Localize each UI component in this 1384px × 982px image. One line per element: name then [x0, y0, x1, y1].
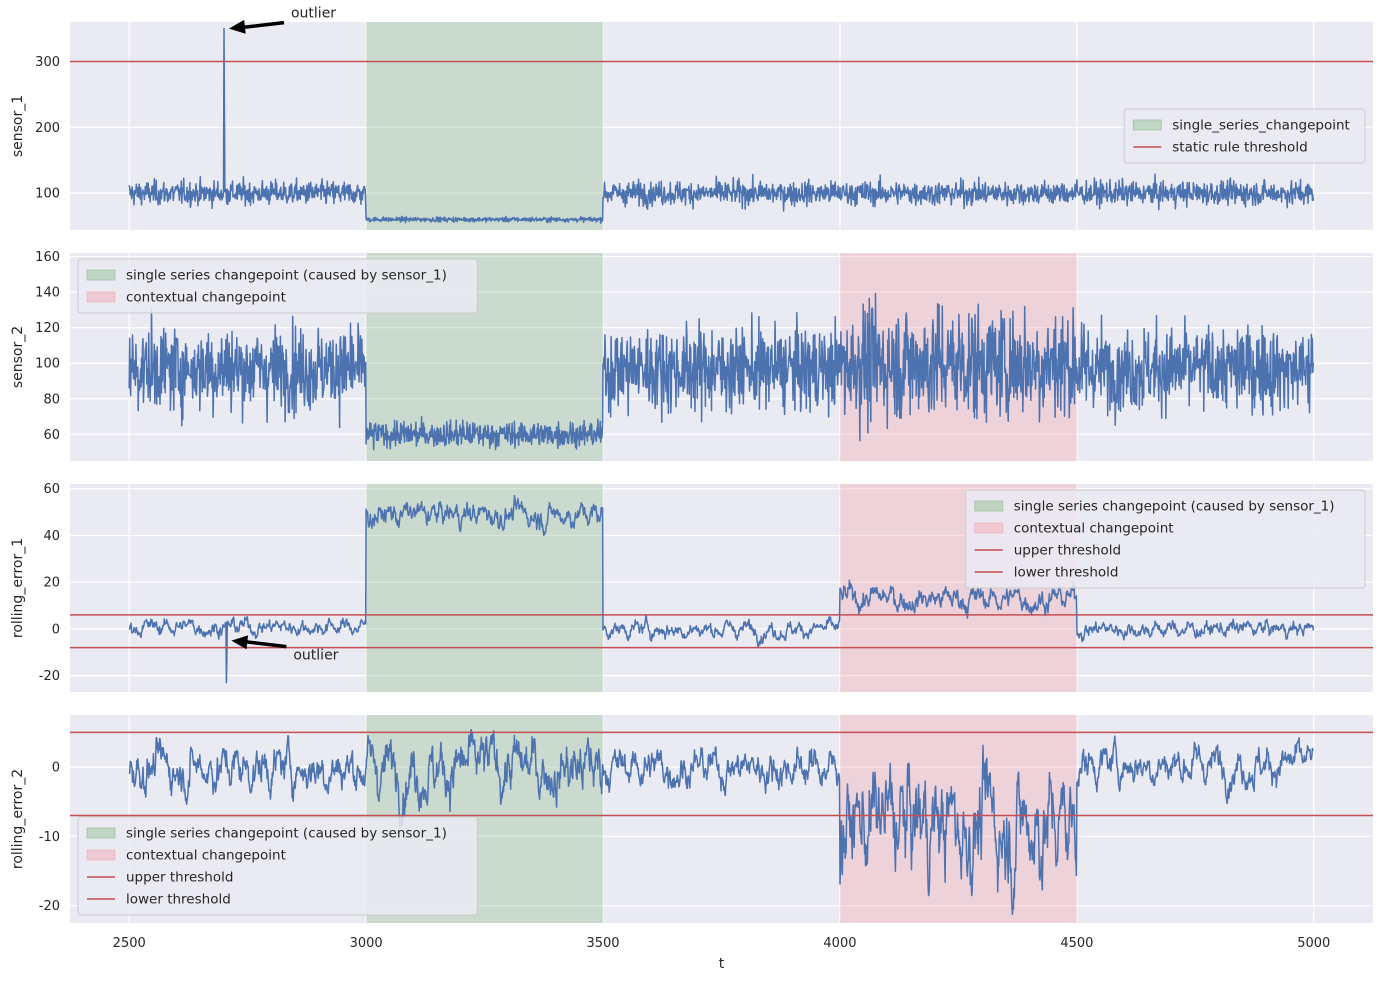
- x-tick-label: 4500: [1060, 936, 1093, 951]
- x-tick-label: 4000: [823, 936, 856, 951]
- x-tick-label: 3500: [586, 936, 619, 951]
- y-tick-label: 60: [43, 482, 60, 497]
- legend-frame: [1123, 108, 1366, 164]
- y-tick-label: 160: [35, 250, 60, 265]
- legend: single series changepoint (caused by sen…: [965, 489, 1366, 589]
- legend-frame: [77, 258, 478, 314]
- x-tick-label: 2500: [113, 936, 146, 951]
- green-changepoint-span: [366, 484, 604, 692]
- y-tick-label: 40: [43, 529, 60, 544]
- y-tick-label: 140: [35, 286, 60, 301]
- series-line-sensor_1: [128, 27, 1315, 224]
- legend-label: single series changepoint (caused by sen…: [1014, 499, 1335, 515]
- legend: single series changepoint (caused by sen…: [77, 816, 478, 916]
- y-tick-label: 60: [43, 428, 60, 443]
- y-tick-label: 100: [35, 187, 60, 202]
- legend-label: contextual changepoint: [126, 848, 286, 864]
- legend-swatch: [1132, 119, 1162, 131]
- legend: single series changepoint (caused by sen…: [77, 258, 478, 314]
- annotation-text: outlier: [291, 6, 336, 22]
- panel-sensor_1: 100 200 300 sensor_1 outlier single_series_ch…: [10, 6, 1373, 230]
- red-changepoint-span: [839, 715, 1077, 923]
- annotation-arrow-head: [231, 635, 249, 650]
- y-tick-label: -20: [39, 669, 60, 684]
- legend-label: contextual changepoint: [1014, 521, 1174, 537]
- annotation-arrow-shaft: [242, 20, 285, 30]
- y-axis-label: sensor_1: [10, 95, 26, 157]
- legend-frame: [965, 489, 1366, 589]
- legend-swatch: [86, 269, 116, 281]
- legend-frame: [77, 816, 478, 916]
- y-tick-label: 100: [35, 357, 60, 372]
- legend-label: upper threshold: [1014, 543, 1121, 559]
- series-line-rolling_error_2: [128, 729, 1314, 916]
- legend-label: single series changepoint (caused by sen…: [126, 268, 447, 284]
- y-tick-label: 0: [52, 761, 60, 776]
- x-axis-label: t: [719, 956, 725, 972]
- y-tick-label: 120: [35, 321, 60, 336]
- legend-label: contextual changepoint: [126, 290, 286, 306]
- legend-label: single series changepoint (caused by sen…: [126, 826, 447, 842]
- series-line-rolling_error_1: [128, 494, 1315, 684]
- y-axis-label: rolling_error_1: [10, 538, 26, 638]
- y-tick-label: 300: [35, 55, 60, 70]
- y-tick-label: -20: [39, 899, 60, 914]
- annotation-arrow-shaft: [245, 640, 287, 649]
- legend-swatch: [974, 500, 1004, 512]
- x-tick-label: 5000: [1297, 936, 1330, 951]
- legend-swatch: [974, 522, 1004, 534]
- y-tick-label: 0: [52, 622, 60, 637]
- legend-label: static rule threshold: [1172, 140, 1307, 156]
- legend-label: lower threshold: [126, 892, 231, 908]
- x-tick-label: 3000: [350, 936, 383, 951]
- annotation-arrow-head: [228, 19, 246, 34]
- y-tick-label: -10: [39, 830, 60, 845]
- legend-swatch: [86, 827, 116, 839]
- legend-swatch: [86, 849, 116, 861]
- y-tick-label: 80: [43, 392, 60, 407]
- y-tick-label: 200: [35, 121, 60, 136]
- y-axis-label: rolling_error_2: [10, 769, 26, 869]
- series-line-sensor_2: [128, 292, 1315, 451]
- legend-label: single_series_changepoint: [1172, 118, 1350, 134]
- annotation-text: outlier: [293, 648, 338, 664]
- green-changepoint-span: [366, 22, 604, 230]
- y-tick-label: 20: [43, 576, 60, 591]
- legend-label: lower threshold: [1014, 565, 1119, 581]
- y-axis-label: sensor_2: [10, 326, 26, 388]
- legend-label: upper threshold: [126, 870, 233, 886]
- legend-swatch: [86, 291, 116, 303]
- panel-sensor_2: 60 80 100 120 140 160 sensor_2 single series ch…: [10, 250, 1373, 461]
